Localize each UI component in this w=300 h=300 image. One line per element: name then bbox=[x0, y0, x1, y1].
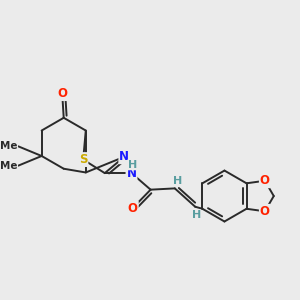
Text: O: O bbox=[57, 87, 67, 100]
Text: O: O bbox=[260, 174, 270, 187]
Text: H: H bbox=[172, 176, 182, 186]
Text: O: O bbox=[128, 202, 138, 214]
Text: Me: Me bbox=[0, 141, 17, 151]
Text: N: N bbox=[119, 150, 129, 163]
Text: H: H bbox=[128, 160, 137, 170]
Text: Me: Me bbox=[0, 161, 17, 171]
Text: N: N bbox=[127, 167, 136, 180]
Text: O: O bbox=[260, 205, 270, 218]
Text: S: S bbox=[79, 153, 87, 166]
Text: H: H bbox=[192, 210, 201, 220]
